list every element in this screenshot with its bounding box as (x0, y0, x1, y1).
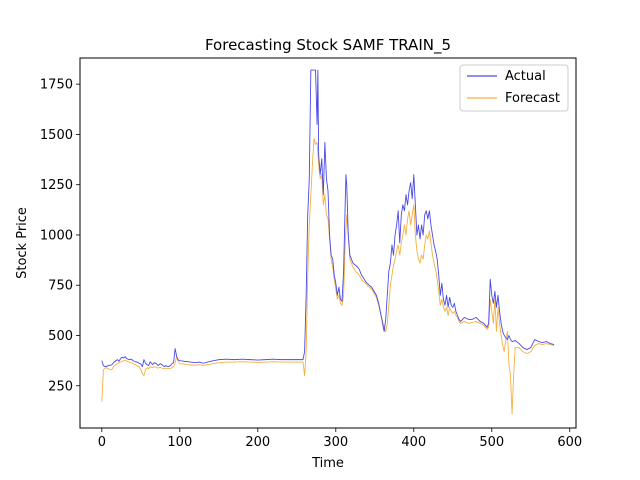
x-tick-label: 600 (557, 435, 582, 450)
axes-frame (79, 57, 577, 429)
y-axis-label: Stock Price (15, 207, 30, 279)
y-tick-label: 1000 (40, 228, 73, 243)
y-tick-label: 1500 (40, 128, 73, 143)
legend-label-actual: Actual (505, 69, 546, 84)
x-tick-label: 200 (245, 435, 270, 450)
y-axis-ticks: 250 500 750 1000 1250 1500 1750 (40, 78, 80, 394)
chart-title: Forecasting Stock SAMF TRAIN_5 (205, 36, 451, 55)
legend-label-forecast: Forecast (505, 91, 560, 106)
x-tick-label: 0 (98, 435, 106, 450)
x-tick-label: 500 (479, 435, 504, 450)
y-tick-label: 500 (48, 329, 73, 344)
x-axis-label: Time (311, 456, 344, 471)
x-axis-ticks: 0 100 200 300 400 500 600 (98, 428, 582, 450)
x-tick-label: 100 (167, 435, 192, 450)
legend: Actual Forecast (459, 64, 569, 112)
x-tick-label: 300 (323, 435, 348, 450)
x-tick-label: 400 (401, 435, 426, 450)
series-line-forecast (101, 137, 555, 415)
y-tick-label: 1250 (40, 178, 73, 193)
series-line-actual (101, 69, 555, 368)
y-tick-label: 1750 (40, 78, 73, 93)
plot-area (79, 57, 577, 429)
series-layer (101, 69, 555, 415)
y-tick-label: 250 (48, 379, 73, 394)
y-tick-label: 750 (48, 279, 73, 294)
